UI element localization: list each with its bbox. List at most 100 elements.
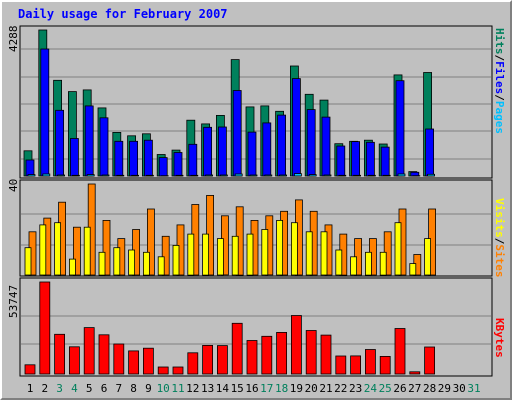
x-label-day-2: 2 <box>41 382 48 395</box>
bar-files-day-12 <box>188 143 198 177</box>
bar-pages-day-5 <box>86 174 95 177</box>
x-label-day-22: 22 <box>334 382 347 395</box>
bar-files-day-5 <box>84 105 94 177</box>
bar-files-day-20 <box>306 109 316 177</box>
bar-pages-day-22 <box>338 174 347 177</box>
bar-sites-day-7 <box>113 247 121 276</box>
bar-files-day-2 <box>40 48 50 177</box>
bar-files-day-18 <box>277 114 287 177</box>
side-label-files: Files <box>493 61 506 94</box>
bar-kbytes-day-8 <box>128 350 140 375</box>
bar-kbytes-day-1 <box>24 364 36 375</box>
bar-kbytes-day-24 <box>364 349 376 375</box>
x-label-day-13: 13 <box>201 382 214 395</box>
y-max-label-visits: 40 <box>7 179 20 192</box>
x-axis-labels: 1 2 3 4 5 6 7 8 9 10 11 12 13 14 15 16 17 18 19 20 21 22 23 24 2… <box>27 382 481 395</box>
bar-kbytes-day-17 <box>261 335 273 375</box>
bar-pages-day-15 <box>234 173 243 177</box>
bar-sites-day-27 <box>409 263 417 276</box>
bar-sites-day-3 <box>54 222 61 276</box>
bar-files-day-8 <box>129 140 139 177</box>
bar-pages-day-9 <box>145 174 154 177</box>
bar-sites-day-12 <box>187 233 195 276</box>
x-label-day-19: 19 <box>290 382 303 395</box>
bar-visits-day-10 <box>161 235 170 276</box>
bar-visits-day-4 <box>73 226 81 276</box>
x-label-day-29: 29 <box>438 382 451 395</box>
side-label-hits: Hits <box>493 28 506 55</box>
bar-kbytes-day-20 <box>305 330 317 375</box>
x-label-day-28: 28 <box>423 382 436 395</box>
bar-pages-day-14 <box>219 174 228 177</box>
bar-pages-day-4 <box>72 174 80 177</box>
bar-files-day-1 <box>25 159 35 177</box>
bar-pages-day-2 <box>42 173 51 177</box>
bar-kbytes-day-9 <box>142 347 154 375</box>
x-label-day-12: 12 <box>186 382 199 395</box>
side-label-kbytes: KBytes <box>493 318 506 358</box>
x-label-day-18: 18 <box>275 382 288 395</box>
x-label-day-9: 9 <box>145 382 152 395</box>
bar-files-day-22 <box>336 145 346 177</box>
bar-files-day-7 <box>114 140 124 177</box>
x-label-day-24: 24 <box>364 382 378 395</box>
side-label-sep-3: / <box>493 238 506 245</box>
bar-sites-day-28 <box>424 238 432 276</box>
bar-files-day-26 <box>395 80 405 177</box>
bar-kbytes-day-22 <box>335 355 347 375</box>
bar-kbytes-day-27 <box>409 371 421 375</box>
side-label-sep-2: / <box>493 94 506 101</box>
bar-pages-day-3 <box>57 174 65 177</box>
bar-sites-day-18 <box>276 219 284 276</box>
bar-kbytes-day-3 <box>54 333 65 375</box>
bar-pages-day-26 <box>397 173 406 177</box>
bar-sites-day-14 <box>216 238 224 276</box>
x-label-day-7: 7 <box>115 382 122 395</box>
bar-pages-day-23 <box>353 174 362 177</box>
bar-kbytes-day-28 <box>424 346 436 375</box>
bar-files-day-9 <box>143 139 153 177</box>
bar-kbytes-day-7 <box>113 343 125 375</box>
bar-kbytes-day-26 <box>394 328 406 375</box>
y-max-label-hits: 4288 <box>7 26 20 53</box>
bar-sites-day-1 <box>24 247 32 276</box>
side-label-visits: Visits <box>493 198 506 238</box>
bar-kbytes-day-6 <box>98 334 110 375</box>
bar-kbytes-day-5 <box>83 327 95 375</box>
bar-sites-day-2 <box>39 224 47 276</box>
bar-visits-day-9 <box>146 208 155 276</box>
bar-pages-day-13 <box>205 174 214 177</box>
bar-pages-day-12 <box>190 174 199 177</box>
bar-sites-day-15 <box>231 235 239 276</box>
bar-sites-day-17 <box>261 229 269 276</box>
x-label-day-23: 23 <box>349 382 362 395</box>
x-label-day-4: 4 <box>71 382 78 395</box>
x-label-day-10: 10 <box>157 382 170 395</box>
bar-sites-day-4 <box>69 258 76 276</box>
bar-sites-day-23 <box>350 256 358 276</box>
bar-pages-day-20 <box>308 174 317 177</box>
bar-kbytes-day-19 <box>290 315 302 375</box>
bar-kbytes-day-11 <box>172 366 184 375</box>
bar-sites-day-5 <box>83 226 91 276</box>
bar-kbytes-day-25 <box>379 355 391 375</box>
bar-files-day-11 <box>173 152 183 177</box>
bar-files-day-3 <box>55 109 64 177</box>
bar-pages-day-24 <box>367 174 376 177</box>
bar-pages-day-21 <box>323 174 332 177</box>
bar-pages-day-6 <box>101 174 110 177</box>
bar-files-day-19 <box>291 78 301 177</box>
bar-pages-day-1 <box>27 174 36 177</box>
bar-sites-day-22 <box>335 249 343 276</box>
x-label-day-11: 11 <box>171 382 184 395</box>
x-label-day-25: 25 <box>379 382 392 395</box>
bar-files-day-14 <box>217 126 227 177</box>
bar-kbytes-day-10 <box>157 366 169 375</box>
x-label-day-15: 15 <box>231 382 244 395</box>
bar-pages-day-28 <box>427 173 436 177</box>
side-label-sites: Sites <box>493 244 506 277</box>
side-label-sep-1: / <box>493 55 506 62</box>
bar-files-day-6 <box>99 117 109 177</box>
bar-kbytes-day-18 <box>276 331 288 375</box>
